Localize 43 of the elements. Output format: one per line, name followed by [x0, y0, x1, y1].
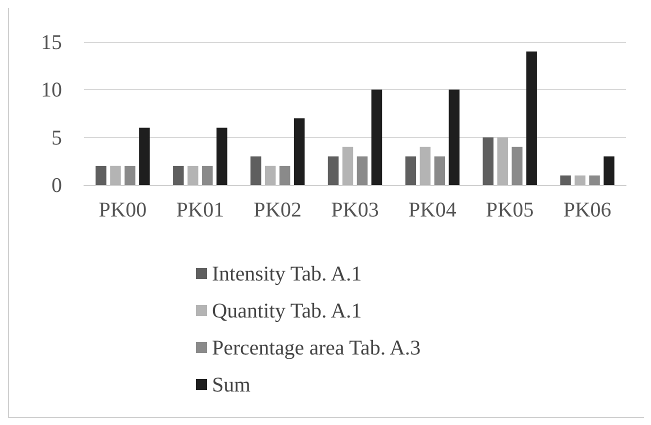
y-tick-label: 15: [41, 30, 62, 54]
x-tick-label: PK00: [98, 198, 147, 222]
bar: [188, 166, 198, 185]
y-tick-label: 0: [52, 173, 62, 197]
x-tick-label: PK04: [408, 198, 457, 222]
legend-label: Sum: [212, 372, 251, 396]
x-tick-label: PK02: [254, 198, 302, 222]
legend-label: Intensity Tab. A.1: [212, 262, 362, 286]
bar: [264, 166, 276, 185]
bar: [202, 166, 213, 185]
bar: [279, 166, 290, 185]
legend-label: Percentage area Tab. A.3: [212, 336, 421, 360]
bar: [560, 175, 571, 185]
bar: [448, 90, 460, 185]
bar: [405, 156, 416, 185]
bar: [512, 146, 522, 185]
bar: [574, 175, 586, 185]
legend-label: Quantity Tab. A.1: [212, 298, 362, 322]
bar: [497, 137, 508, 185]
x-tick-label: PK05: [486, 198, 534, 222]
bar: [96, 166, 106, 185]
x-tick-label: PK03: [331, 198, 379, 222]
y-tick-label: 5: [52, 125, 62, 150]
bar: [434, 156, 446, 185]
bar: [589, 175, 600, 185]
bar: [420, 146, 431, 185]
bar: [139, 128, 150, 185]
bar: [294, 118, 305, 185]
y-tick-label: 10: [41, 78, 62, 102]
bar: [173, 166, 184, 185]
bar: [371, 90, 382, 185]
x-tick-label: PK06: [563, 198, 612, 222]
bar: [328, 156, 339, 185]
bar: [526, 52, 537, 185]
bar: [356, 156, 368, 185]
bar: [216, 128, 228, 185]
bar: [110, 166, 121, 185]
x-tick-label: PK01: [176, 198, 224, 222]
bar: [604, 156, 614, 185]
bar: [482, 137, 494, 185]
bar: [250, 156, 262, 185]
bar: [124, 166, 136, 185]
bar: [342, 146, 354, 185]
